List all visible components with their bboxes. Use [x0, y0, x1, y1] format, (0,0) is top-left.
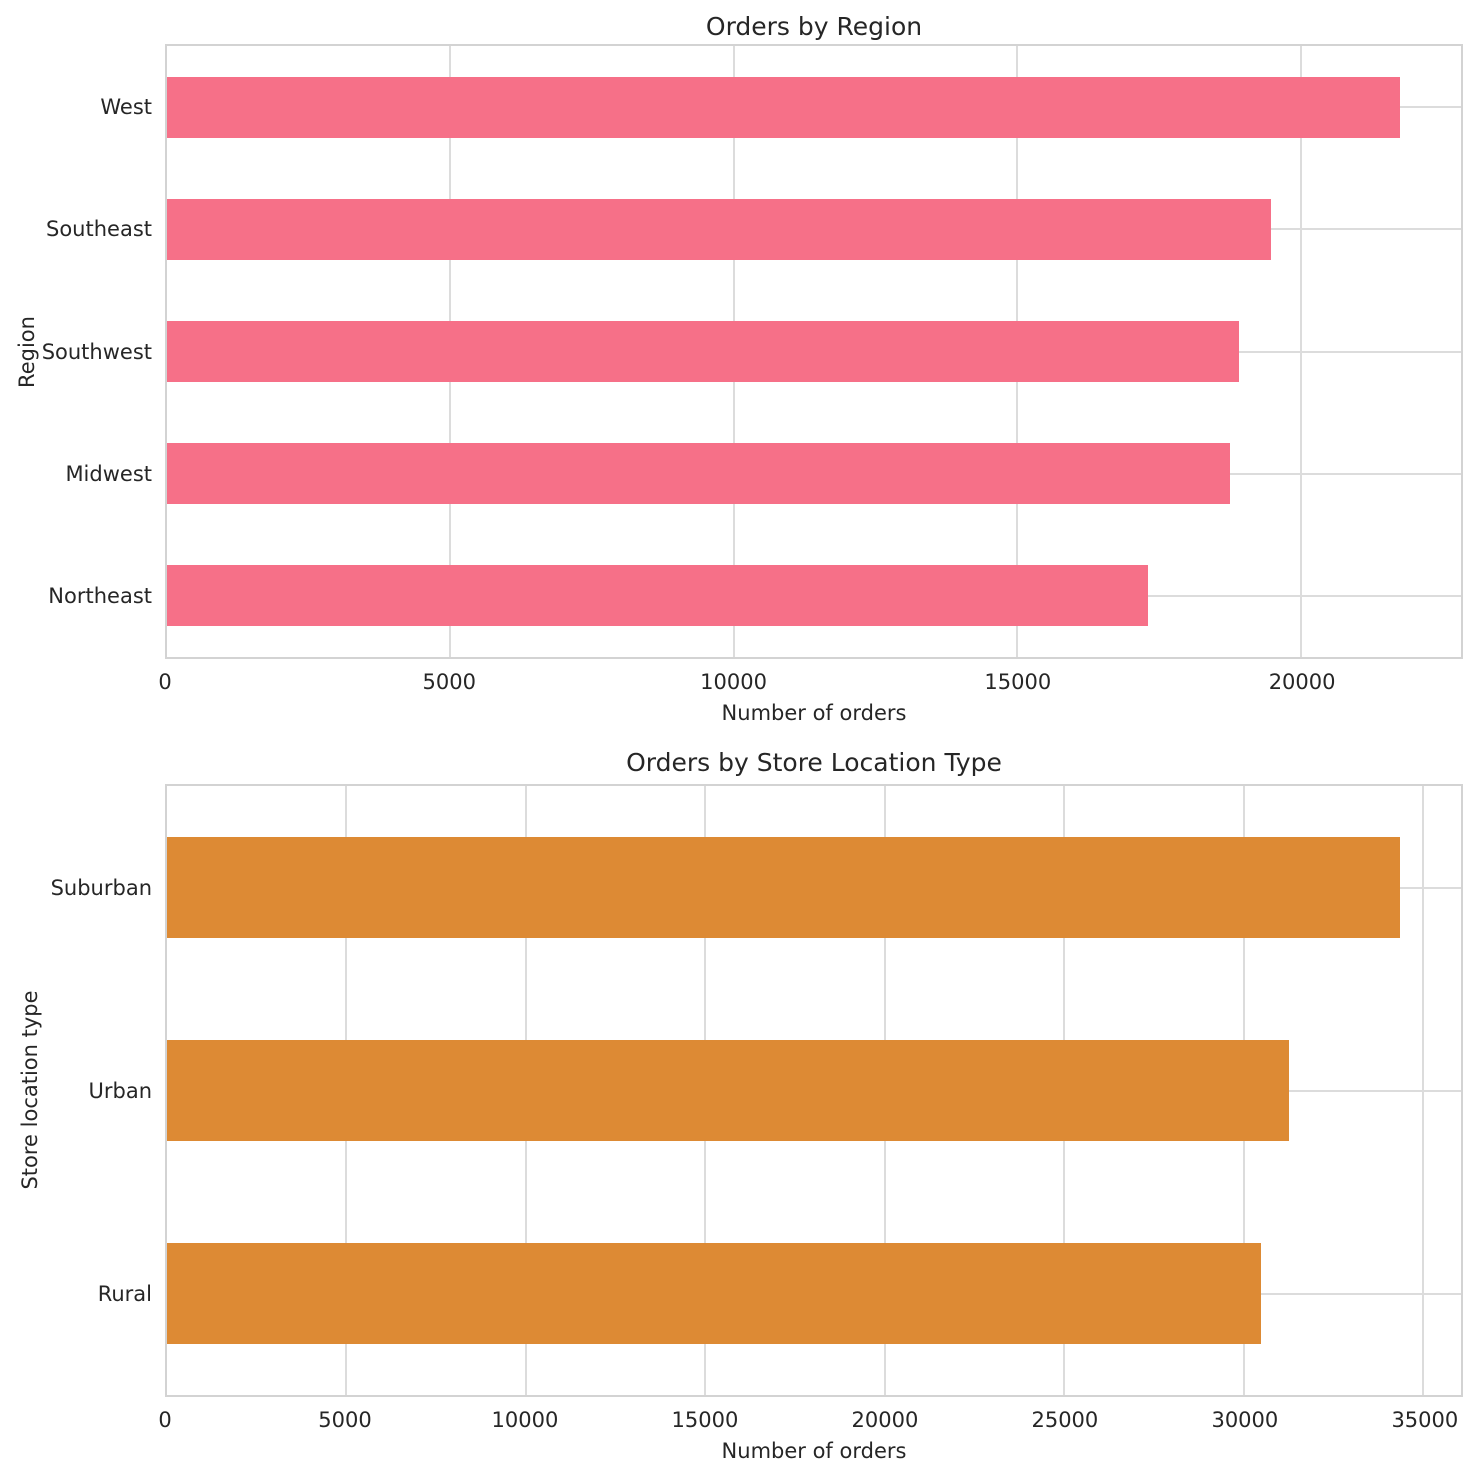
y-tick-label-urban: Urban: [88, 1078, 152, 1103]
x-axis-ticks: 0 5000 10000 15000 20000: [158, 670, 1463, 698]
plot-area: Suburban Urban Rural: [51, 784, 1463, 1397]
bar-rural: [167, 1242, 1262, 1345]
y-tick-label-midwest: Midwest: [65, 461, 152, 486]
x-tick-label: 10000: [700, 670, 767, 694]
bar-urban: [167, 1039, 1290, 1142]
y-tick-label-northeast: Northeast: [48, 583, 152, 608]
y-axis-label: Store location type: [18, 990, 42, 1190]
bar-west: [167, 76, 1400, 138]
y-axis-label: Region: [15, 316, 39, 388]
y-tick-label-west: West: [100, 95, 152, 120]
x-axis-label: Number of orders: [721, 701, 907, 725]
bar-southeast: [167, 198, 1271, 260]
x-tick-label: 5000: [422, 670, 476, 694]
x-tick-label: 30000: [1211, 1408, 1279, 1432]
x-tick-label: 25000: [1031, 1408, 1099, 1432]
y-tick-label-southwest: Southwest: [41, 339, 152, 364]
y-tick-label-suburban: Suburban: [50, 875, 152, 900]
chart-title: Orders by Region: [705, 12, 923, 41]
bar-northeast: [167, 565, 1149, 627]
x-tick-label: 15000: [671, 1408, 739, 1432]
plot-area: West Southeast Southwest Midwest Northeast: [42, 44, 1463, 659]
x-tick-label: 10000: [491, 1408, 559, 1432]
bar-midwest: [167, 443, 1230, 505]
x-tick-label: 5000: [318, 1408, 372, 1432]
x-tick-label: 0: [158, 670, 172, 694]
bar-southwest: [167, 320, 1239, 383]
x-axis-ticks: 0 5000 10000 15000 20000 25000 30000 35000: [158, 1408, 1463, 1436]
x-tick-label: 0: [158, 1408, 172, 1432]
x-tick-label: 20000: [851, 1408, 919, 1432]
x-tick-label: 15000: [984, 670, 1052, 694]
x-tick-label: 35000: [1391, 1408, 1459, 1432]
x-tick-label: 20000: [1268, 670, 1336, 694]
y-tick-label-rural: Rural: [97, 1281, 152, 1306]
y-tick-label-southeast: Southeast: [46, 217, 152, 242]
chart-title: Orders by Store Location Type: [626, 748, 1002, 777]
bar-suburban: [167, 836, 1401, 939]
x-axis-label: Number of orders: [721, 1439, 907, 1463]
